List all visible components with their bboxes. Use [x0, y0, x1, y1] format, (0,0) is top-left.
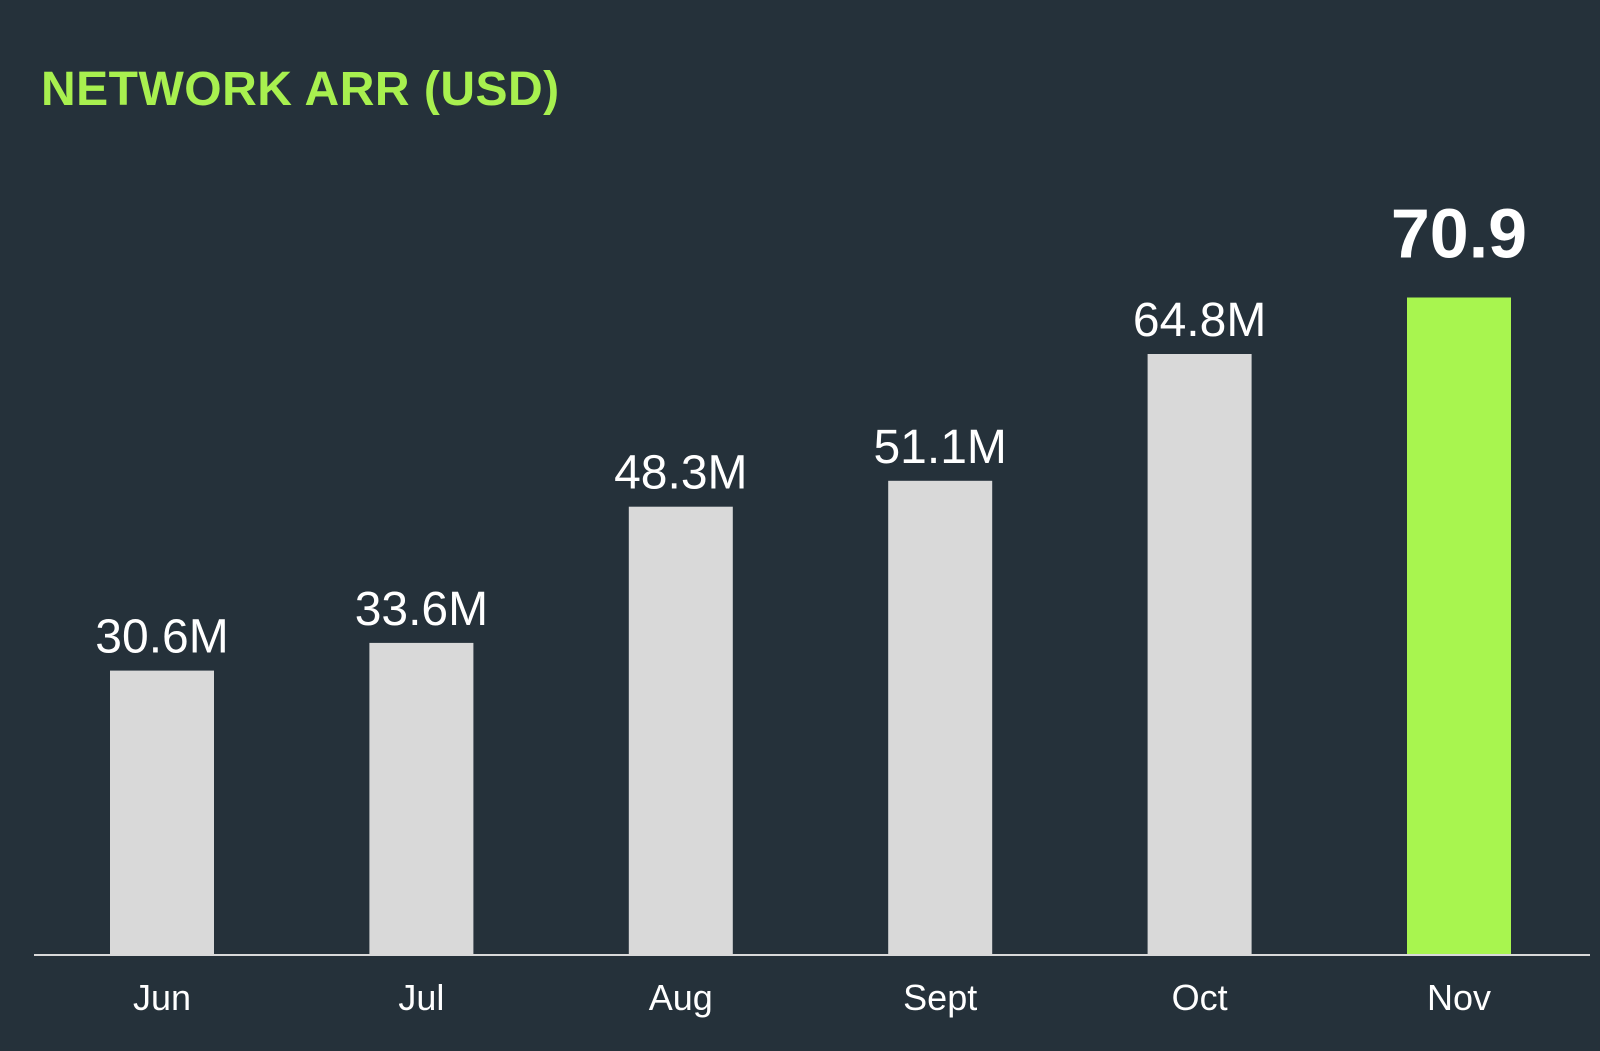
- category-label-nov: Nov: [1427, 977, 1491, 1018]
- bars-layer: [110, 297, 1511, 954]
- bar-aug: [628, 506, 733, 954]
- bar-nov: [1407, 297, 1511, 954]
- chart-title: NETWORK ARR (USD): [41, 63, 560, 116]
- category-label-jul: Jul: [398, 977, 444, 1018]
- value-label-oct: 64.8M: [1133, 294, 1266, 347]
- bar-jun: [110, 670, 214, 954]
- bar-sept: [888, 480, 993, 954]
- category-label-jun: Jun: [133, 977, 191, 1018]
- bar-oct: [1147, 354, 1252, 954]
- value-label-nov: 70.9: [1391, 195, 1527, 273]
- category-label-oct: Oct: [1172, 977, 1228, 1018]
- category-label-aug: Aug: [649, 977, 713, 1018]
- category-label-sept: Sept: [903, 977, 977, 1018]
- value-label-aug: 48.3M: [614, 447, 747, 500]
- bar-jul: [369, 642, 474, 954]
- value-label-sept: 51.1M: [873, 421, 1006, 474]
- category-labels-layer: Jun Jul Aug Sept Oct Nov: [133, 977, 1491, 1018]
- value-label-jun: 30.6M: [95, 611, 228, 664]
- value-labels-layer: 30.6M 33.6M 48.3M 51.1M 64.8M 70.9: [95, 195, 1527, 664]
- value-label-jul: 33.6M: [355, 583, 488, 636]
